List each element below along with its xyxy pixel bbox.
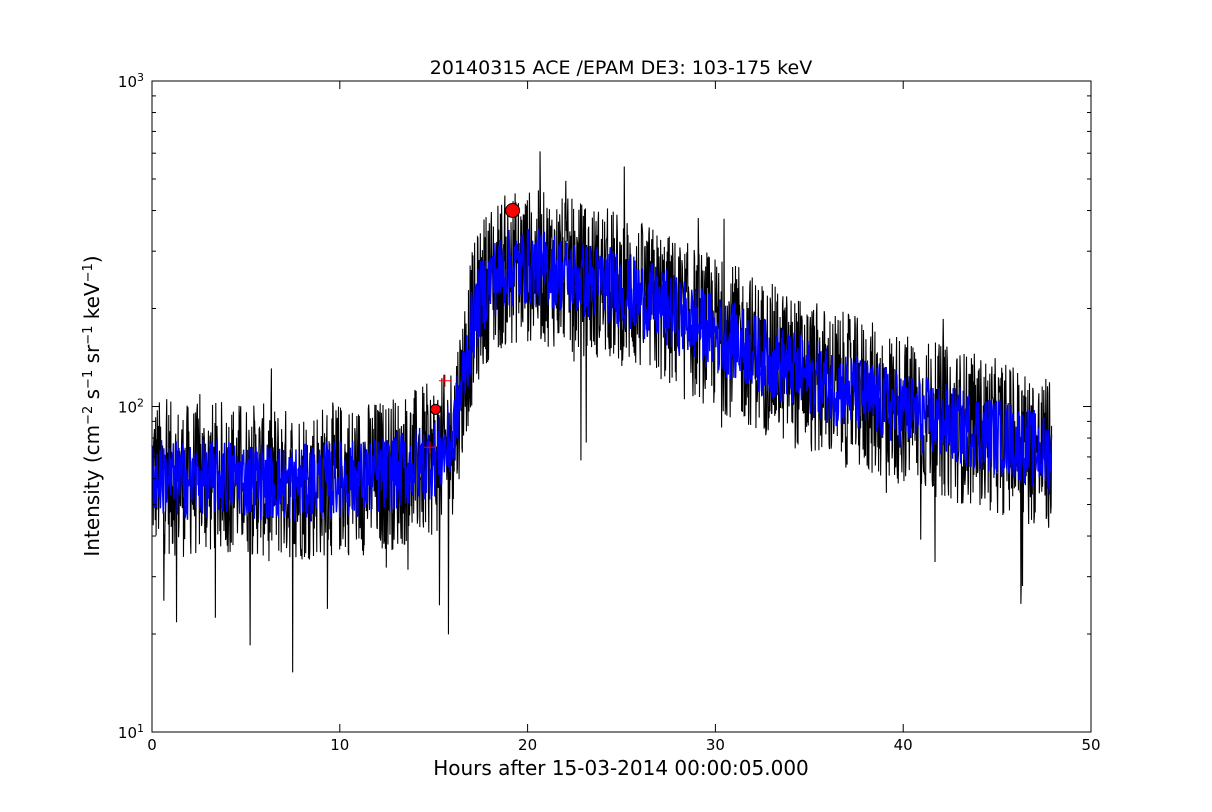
chart-title: 20140315 ACE /EPAM DE3: 103-175 keV (430, 57, 812, 79)
series-smoothed-intensity-line (151, 228, 1053, 522)
plot-series-layer (151, 151, 1053, 673)
y-tick-label: 101 (118, 722, 144, 743)
x-tick-label: 0 (147, 736, 157, 754)
x-tick-label: 20 (518, 736, 537, 754)
red-circle-marker (430, 403, 442, 415)
red-circle-marker (505, 203, 521, 219)
markers (423, 203, 521, 454)
red-plus-marker (438, 374, 451, 387)
x-tick-label: 10 (330, 736, 349, 754)
y-tick-label: 102 (118, 396, 144, 417)
y-tick-label: 103 (118, 71, 144, 92)
x-tick-label: 40 (894, 736, 913, 754)
x-ticks: 0 10 20 30 40 50 (147, 81, 1101, 754)
y-axis-label: Intensity (cm−2 s−1 sr−1 keV−1) (80, 255, 104, 556)
red-plus-marker (423, 441, 436, 454)
y-ticks: 101 102 103 (118, 71, 1091, 743)
x-tick-label: 50 (1081, 736, 1100, 754)
x-tick-label: 30 (706, 736, 725, 754)
x-axis-label: Hours after 15-03-2014 00:00:05.000 (433, 756, 809, 780)
